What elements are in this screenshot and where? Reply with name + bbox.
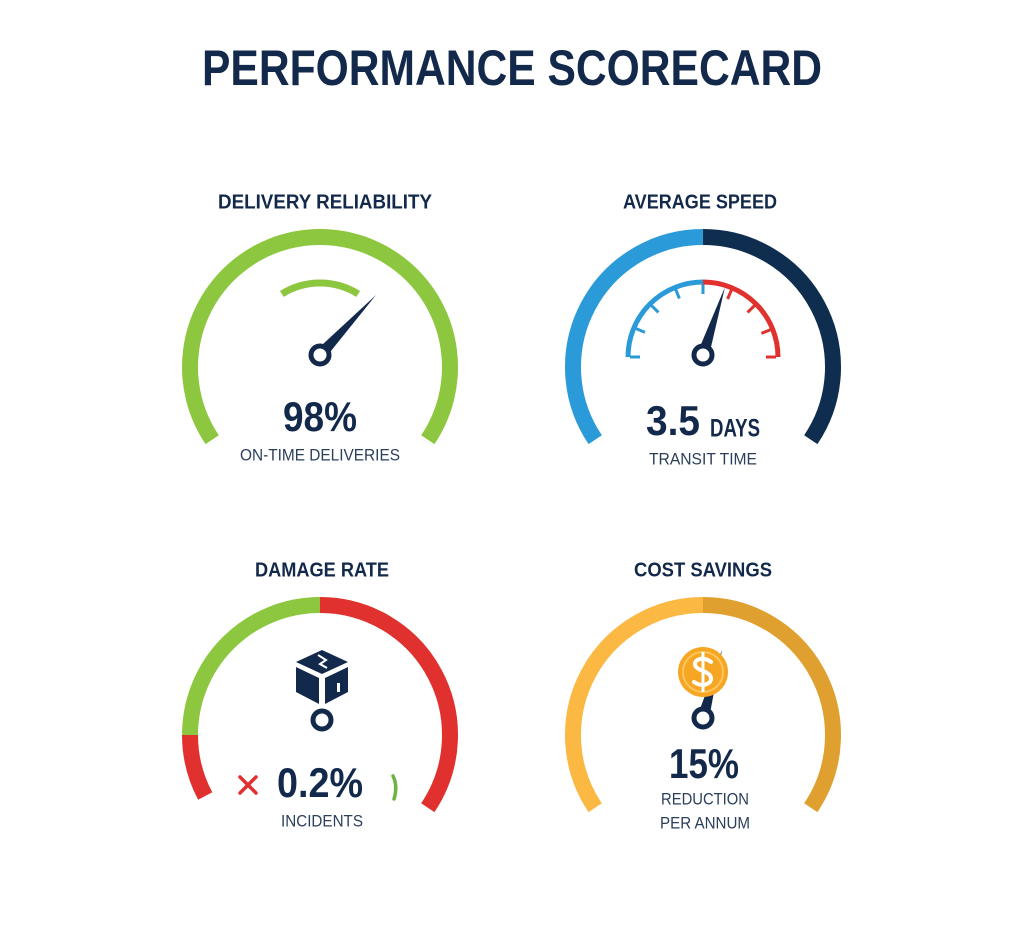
gauge-caption: REDUCTION: [661, 789, 749, 808]
gauge-value: 3.5: [646, 397, 700, 444]
gauge-title: COST SAVINGS: [634, 559, 772, 581]
needle-pivot: [310, 708, 334, 732]
box-icon: [296, 650, 348, 704]
gauge-arc: [182, 229, 458, 445]
gauge-arc: [565, 229, 704, 445]
needle: [697, 287, 725, 357]
needle-pivot: [308, 343, 332, 367]
gauge-caption: TRANSIT TIME: [649, 449, 757, 468]
gauge-tick: [635, 327, 646, 334]
gauge-arc: [565, 597, 704, 813]
gauge-tick: [674, 288, 681, 300]
cross-icon: [238, 775, 258, 795]
gauge-arc: [702, 597, 841, 813]
coin-icon: [678, 647, 728, 697]
gauge-arc: [182, 734, 213, 800]
gauge-arc: [702, 229, 841, 445]
gauge-title: DELIVERY RELIABILITY: [218, 191, 433, 213]
gauge-value: 15%: [669, 740, 739, 787]
gauge-arc: [182, 597, 321, 736]
gauge-unit: DAYS: [710, 415, 760, 443]
gauge-caption: ON-TIME DELIVERIES: [240, 445, 400, 464]
gauge-tick: [726, 289, 733, 300]
gauge-caption: INCIDENTS: [281, 811, 363, 830]
check-icon: [391, 774, 398, 801]
gauge-value: 98%: [283, 393, 357, 440]
page-title: PERFORMANCE SCORECARD: [202, 40, 822, 96]
needle: [315, 295, 376, 360]
gauge-arc: [319, 597, 458, 813]
gauge-arc: [625, 279, 704, 358]
needle-pivot: [691, 706, 715, 730]
gauge-arc: [279, 279, 361, 297]
gauge-arc: [702, 279, 781, 358]
gauge-tick: [760, 328, 772, 335]
gauge-title: AVERAGE SPEED: [623, 191, 777, 213]
gauge-caption: PER ANNUM: [660, 813, 750, 832]
gauge-value: 0.2%: [277, 759, 363, 806]
gauge-tick: [746, 304, 756, 314]
gauge-tick: [650, 304, 660, 314]
needle-pivot: [691, 343, 715, 367]
gauge-title: DAMAGE RATE: [255, 559, 389, 581]
